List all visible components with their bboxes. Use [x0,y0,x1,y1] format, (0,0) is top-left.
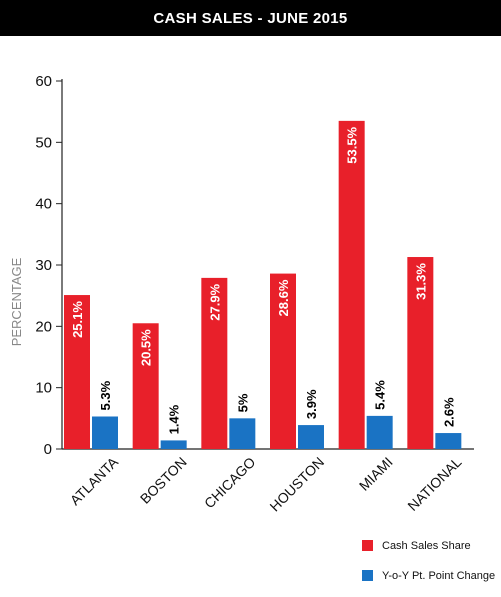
title-bar: CASH SALES - JUNE 2015 [0,0,501,36]
bar-houston-yoy-change [298,425,324,449]
data-label-boston-cash-sales-share: 20.5% [139,329,154,366]
legend-label-yoy-change: Y-o-Y Pt. Point Change [382,569,496,582]
data-label-boston-yoy-change: 1.4% [167,404,182,434]
bar-boston-yoy-change [160,440,187,449]
data-label-miami-yoy-change: 5.4% [373,380,388,410]
legend: Cash Sales Share Y-o-Y Pt. Point Change [362,537,495,597]
category-label-houston: HOUSTON [266,454,327,515]
category-labels: ATLANTA BOSTON CHICAGO HOUSTON MIAMI NATIONAL [67,453,465,514]
category-label-atlanta: ATLANTA [67,453,122,508]
y-tick-label-0: 0 [44,441,52,458]
legend-swatch-yoy-change [362,570,373,581]
data-label-atlanta-yoy-change: 5.3% [98,380,113,410]
data-label-atlanta-cash-sales-share: 25.1% [70,301,85,338]
data-label-national-cash-sales-share: 31.3% [413,263,428,300]
data-label-chicago-yoy-change: 5% [235,393,250,412]
bar-atlanta-yoy-change [92,416,118,449]
bar-houston-cash-sales-share [270,273,296,449]
y-tick-label-60: 60 [35,73,52,90]
data-label-houston-cash-sales-share: 28.6% [276,279,291,316]
category-label-boston: BOSTON [137,454,190,507]
bar-chicago-cash-sales-share [201,277,228,449]
bar-data-labels: 25.1% 5.3% 20.5% 1.4% 27.9% 5% 28.6% 3.9% 53.5% 5… [70,126,456,434]
data-label-houston-yoy-change: 3.9% [304,389,319,419]
y-tick-label-40: 40 [35,196,52,213]
legend-swatch-cash-sales-share [362,540,373,551]
y-tick-label-20: 20 [35,318,52,335]
y-axis-ticks: 0 10 20 30 40 50 60 [35,73,62,458]
y-tick-label-50: 50 [35,134,52,151]
legend-label-cash-sales-share: Cash Sales Share [382,539,471,552]
bar-chicago-yoy-change [229,418,256,449]
chart-title: CASH SALES - JUNE 2015 [153,9,348,27]
category-label-chicago: CHICAGO [201,454,259,512]
bar-miami-yoy-change [366,415,393,449]
data-label-national-yoy-change: 2.6% [441,397,456,427]
data-label-miami-cash-sales-share: 53.5% [345,126,360,163]
bar-atlanta-cash-sales-share [64,295,90,449]
bar-boston-cash-sales-share [132,323,159,449]
bar-national-yoy-change [435,433,462,449]
bar-series [64,120,462,449]
category-label-national: NATIONAL [404,454,464,514]
data-label-chicago-cash-sales-share: 27.9% [207,283,222,320]
legend-item-cash-sales-share: Cash Sales Share [362,537,495,554]
bar-miami-cash-sales-share [338,120,365,449]
y-tick-label-30: 30 [35,257,52,274]
legend-item-yoy-change: Y-o-Y Pt. Point Change [362,567,495,584]
y-tick-label-10: 10 [35,380,52,397]
bar-national-cash-sales-share [407,257,434,449]
y-axis-label: PERCENTAGE [9,257,24,346]
category-label-miami: MIAMI [356,454,396,494]
